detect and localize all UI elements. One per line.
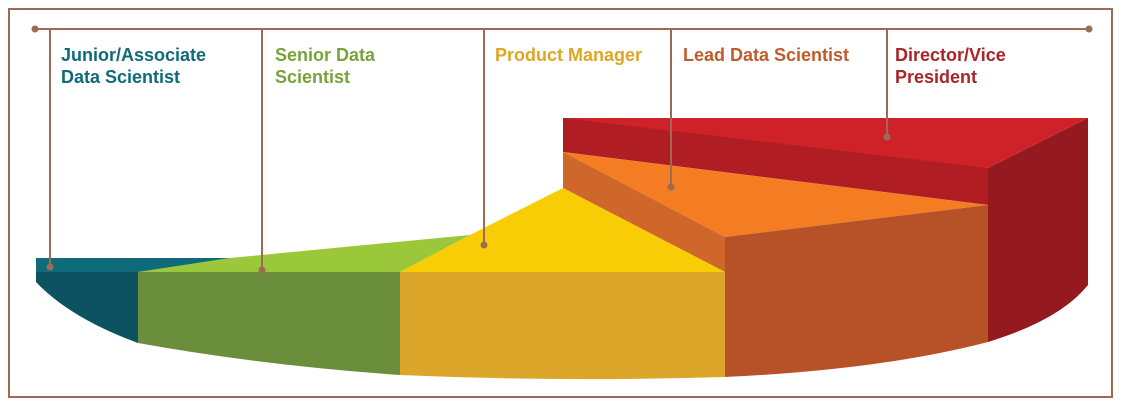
segment-junior-associate [36,258,230,343]
connector-dots [31,25,1093,274]
dot-lead [667,183,675,191]
label-junior-line-1: Junior/Associate [61,45,207,65]
label-product-manager-line-1: Product Manager [495,45,643,65]
label-senior-line-1: Senior Data [275,45,376,65]
dot-senior [258,266,266,274]
label-junior-line-2: Data Scientist [61,67,181,87]
label-lead-data-scientist: Lead Data Scientist [683,44,849,66]
segment-senior-data-scientist [138,235,470,375]
dot-top-left [31,25,39,33]
diagram-frame [8,8,1113,398]
label-senior-data-scientist: Senior Data Scientist [275,44,375,88]
label-lead-line-1: Lead Data Scientist [683,45,850,65]
segment-product-manager [400,188,725,380]
label-senior-line-2: Scientist [275,67,351,87]
label-director-line-1: Director/Vice [895,45,1006,65]
dot-product-manager [480,241,488,249]
label-director-vp: Director/Vice President [895,44,1006,88]
dot-top-right [1085,25,1093,33]
label-junior-associate: Junior/Associate Data Scientist [61,44,206,88]
dot-director [883,133,891,141]
label-product-manager: Product Manager [495,44,642,66]
segment-lead-data-scientist [563,152,988,377]
connector-lines [35,28,1089,270]
dot-junior [46,263,54,271]
segment-director-vp [563,118,1088,342]
label-director-line-2: President [895,67,978,87]
